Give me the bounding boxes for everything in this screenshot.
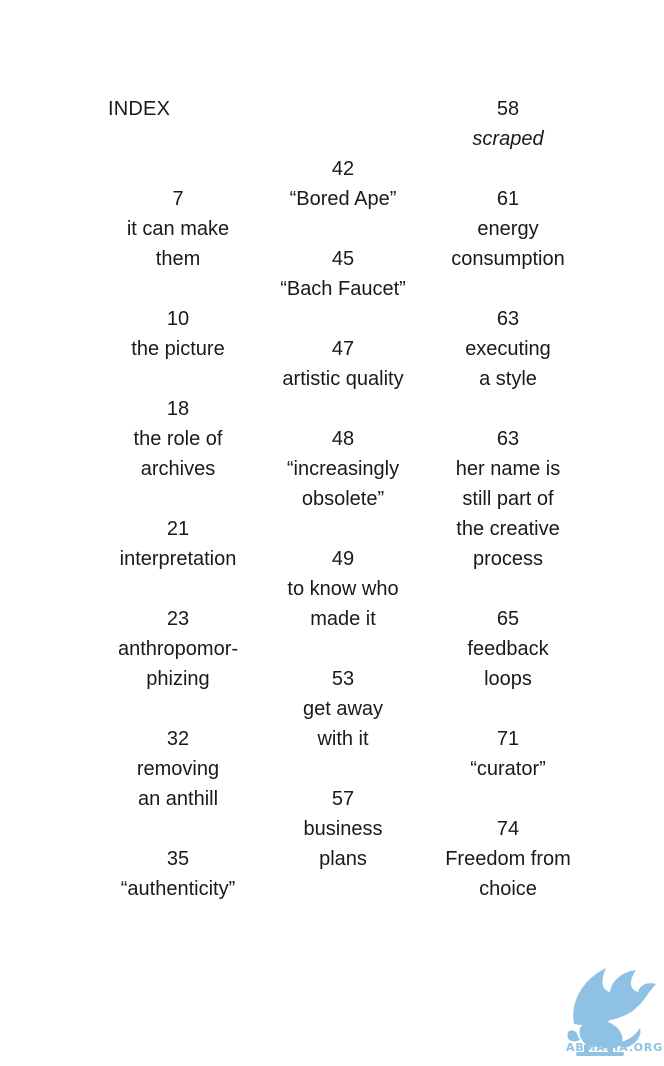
index-entry-term: Freedom from choice: [445, 848, 571, 900]
index-entry-page-number: 58: [496, 98, 520, 120]
index-entry: 21 interpretation: [98, 514, 258, 574]
index-entry-page-number: 23: [166, 608, 190, 630]
index-entry-term: “authenticity”: [120, 878, 236, 900]
index-entry-term: “Bach Faucet”: [280, 278, 406, 300]
index-entry: 32 removing an anthill: [98, 724, 258, 814]
index-entry-term: feedback loops: [467, 638, 549, 690]
index-column-1: 7 it can make them 10 the picture 18 the role…: [98, 184, 258, 934]
index-entry: 45 “Bach Faucet”: [263, 244, 423, 304]
index-entry-page-number: 18: [166, 398, 190, 420]
griffin-icon: [567, 968, 656, 1056]
index-entry-page-number: 10: [166, 308, 190, 330]
index-entry-term: the role of archives: [133, 428, 223, 480]
index-entry: 48 “increasingly obsolete”: [263, 424, 423, 514]
index-entry-page-number: 65: [496, 608, 520, 630]
index-column-2: 42 “Bored Ape” 45 “Bach Faucet” 47 artistic q…: [263, 154, 423, 904]
index-entry-term: executing a style: [465, 338, 551, 390]
index-entry-term: anthropomor- phizing: [117, 638, 239, 690]
index-entry: 58 scraped: [428, 94, 588, 154]
index-entry: 18 the role of archives: [98, 394, 258, 484]
index-entry-page-number: 71: [496, 728, 520, 750]
index-entry-term: her name is still part of the creative p…: [455, 458, 561, 570]
index-entry-page-number: 61: [496, 188, 520, 210]
index-entry: 71 “curator”: [428, 724, 588, 784]
index-entry-term: it can make them: [126, 218, 230, 270]
index-entry: 53 get away with it: [263, 664, 423, 754]
index-column-3: 58 scraped 61 energy consumption 63 executing…: [428, 94, 588, 934]
index-entry-page-number: 45: [331, 248, 355, 270]
index-entry-page-number: 48: [331, 428, 355, 450]
index-entry-term: removing an anthill: [136, 758, 220, 810]
index-entry: 23 anthropomor- phizing: [98, 604, 258, 694]
index-entry-page-number: 7: [172, 188, 184, 210]
index-entry: 10 the picture: [98, 304, 258, 364]
index-entry: 61 energy consumption: [428, 184, 588, 274]
index-entry: 74 Freedom from choice: [428, 814, 588, 904]
index-entry: 63 executing a style: [428, 304, 588, 394]
index-entry-term: interpretation: [119, 548, 237, 570]
index-entry-term: “increasingly obsolete”: [286, 458, 400, 510]
index-entry-term: get away with it: [302, 698, 384, 750]
index-entry: 63 her name is still part of the creative…: [428, 424, 588, 574]
index-entry-term: scraped: [472, 128, 544, 150]
index-entry-page-number: 49: [331, 548, 355, 570]
index-entry: 7 it can make them: [98, 184, 258, 274]
index-entry-term: energy consumption: [451, 218, 565, 270]
index-entry: 65 feedback loops: [428, 604, 588, 694]
index-entry: 49 to know who made it: [263, 544, 423, 634]
index-entry-page-number: 74: [496, 818, 520, 840]
index-entry-page-number: 35: [166, 848, 190, 870]
index-entry: 47 artistic quality: [263, 334, 423, 394]
index-entry-page-number: 63: [496, 308, 520, 330]
index-entry-term: “Bored Ape”: [289, 188, 397, 210]
index-entry-term: to know who made it: [287, 578, 399, 630]
index-entry-page-number: 57: [331, 788, 355, 810]
index-entry-page-number: 53: [331, 668, 355, 690]
index-entry-term: business plans: [303, 818, 383, 870]
index-entry-page-number: 21: [166, 518, 190, 540]
index-entry: 42 “Bored Ape”: [263, 154, 423, 214]
index-entry-page-number: 32: [166, 728, 190, 750]
index-entry-term: the picture: [131, 338, 225, 360]
index-entry: 57 business plans: [263, 784, 423, 874]
index-entry-page-number: 63: [496, 428, 520, 450]
index-entry-term: artistic quality: [282, 368, 404, 390]
watermark-text: ABMASIA.ORG: [566, 1041, 663, 1054]
index-entry-page-number: 42: [331, 158, 355, 180]
index-entry: 35 “authenticity”: [98, 844, 258, 904]
index-entry-term: “curator”: [470, 758, 546, 780]
index-entry-page-number: 47: [331, 338, 355, 360]
index-title: INDEX: [108, 98, 171, 120]
